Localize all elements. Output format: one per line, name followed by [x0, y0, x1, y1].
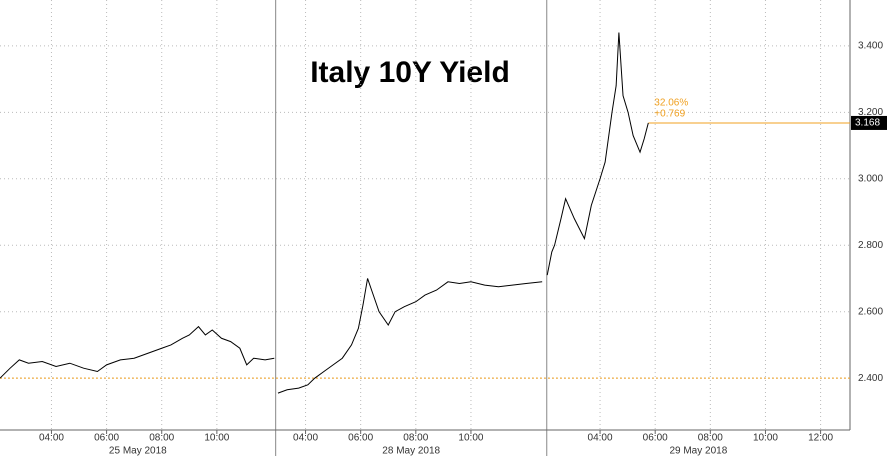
- x-tick-label: 06:00: [94, 433, 119, 444]
- session-label: 28 May 2018: [382, 446, 440, 456]
- x-tick-label: 06:00: [348, 433, 373, 444]
- x-tick-label: 04:00: [293, 433, 318, 444]
- x-tick-label: 12:00: [808, 433, 833, 444]
- change-pct: 32.06%: [654, 98, 688, 109]
- x-tick-label: 04:00: [588, 433, 613, 444]
- yield-line: [0, 32, 649, 394]
- y-tick-label: 2.600: [858, 306, 883, 317]
- last-value-tag: [851, 115, 887, 130]
- change: +0.769: [654, 109, 685, 120]
- x-tick-label: 10:00: [753, 433, 778, 444]
- chart-title: Italy 10Y Yield: [310, 56, 510, 89]
- y-tick-label: 2.800: [858, 240, 883, 251]
- x-tick-label: 04:00: [39, 433, 64, 444]
- x-tick-label: 10:00: [204, 433, 229, 444]
- y-tick-label: 3.400: [858, 40, 883, 51]
- x-tick-label: 08:00: [403, 433, 428, 444]
- session-label: 25 May 2018: [109, 446, 167, 456]
- x-tick-label: 08:00: [149, 433, 174, 444]
- y-tick-label: 2.400: [858, 373, 883, 384]
- x-tick-label: 08:00: [698, 433, 723, 444]
- y-tick-label: 3.200: [858, 107, 883, 118]
- session-label: 29 May 2018: [669, 446, 727, 456]
- x-tick-label: 10:00: [458, 433, 483, 444]
- x-tick-label: 06:00: [643, 433, 668, 444]
- last-value-label: 3.168: [855, 118, 880, 129]
- y-tick-label: 3.000: [858, 173, 883, 184]
